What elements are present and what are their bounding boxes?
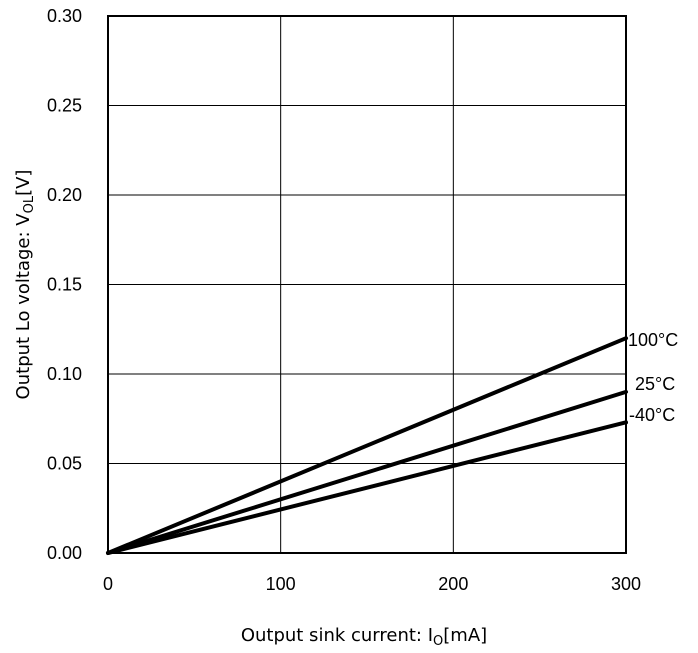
y-tick-label: 0.30 bbox=[47, 6, 82, 26]
x-tick-label: 0 bbox=[103, 574, 113, 594]
y-tick-label: 0.20 bbox=[47, 185, 82, 205]
x-axis-title-unit: [mA] bbox=[443, 625, 487, 646]
series-line-2 bbox=[106, 420, 628, 555]
y-tick-labels: 0.00 0.05 0.10 0.15 0.20 0.25 0.30 bbox=[47, 6, 82, 563]
y-tick-label: 0.25 bbox=[47, 96, 82, 116]
y-axis-title-text: Output Lo voltage: V bbox=[13, 213, 34, 400]
x-tick-label: 100 bbox=[266, 574, 296, 594]
series-lines bbox=[106, 336, 628, 555]
x-axis-title: Output sink current: IO[mA] bbox=[241, 625, 487, 649]
y-tick-label: 0.00 bbox=[47, 543, 82, 563]
y-axis-title: Output Lo voltage: VOL[V] bbox=[13, 170, 37, 400]
series-line-1 bbox=[106, 389, 628, 555]
x-tick-label: 200 bbox=[438, 574, 468, 594]
series-label-2: -40°C bbox=[629, 405, 675, 425]
x-axis-title-text: Output sink current: I bbox=[241, 625, 433, 646]
series-label-1: 25°C bbox=[635, 374, 675, 394]
plot-area bbox=[107, 15, 627, 554]
x-tick-labels: 0 100 200 300 bbox=[103, 574, 641, 594]
y-axis-title-sub: OL bbox=[22, 195, 37, 213]
x-axis-title-sub: O bbox=[433, 634, 443, 649]
y-axis-title-unit: [V] bbox=[13, 170, 34, 196]
series-label-0: 100°C bbox=[628, 330, 678, 350]
grid bbox=[108, 16, 626, 553]
series-labels: 100°C 25°C -40°C bbox=[628, 330, 678, 425]
x-tick-label: 300 bbox=[611, 574, 641, 594]
y-tick-label: 0.05 bbox=[47, 454, 82, 474]
y-tick-label: 0.15 bbox=[47, 275, 82, 295]
y-tick-label: 0.10 bbox=[47, 364, 82, 384]
series-line-0 bbox=[106, 336, 628, 555]
